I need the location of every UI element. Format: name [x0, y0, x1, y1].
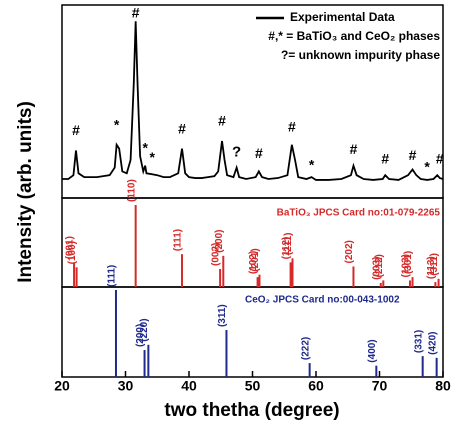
peak-marker: # [72, 122, 80, 138]
hkl-label: (103) [401, 254, 412, 277]
hkl-label: (211) [283, 233, 294, 256]
hkl-label: (112) [281, 237, 292, 260]
peak-marker: # [381, 151, 389, 167]
y-axis-label: Intensity (arb. units) [15, 101, 36, 283]
x-tick-label: 30 [118, 378, 134, 394]
peak-marker: * [114, 117, 120, 133]
legend-note: ?= unknown impurity phase [281, 48, 440, 62]
x-tick-label: 50 [245, 378, 261, 394]
peak-marker: * [142, 139, 148, 155]
hkl-label: (222) [300, 337, 311, 360]
x-tick-label: 80 [435, 378, 451, 394]
x-tick-label: 40 [181, 378, 197, 394]
hkl-label: (311) [429, 253, 440, 276]
hkl-label: (201) [250, 248, 261, 271]
x-tick-label: 70 [372, 378, 388, 394]
hkl-label: (002) [211, 243, 222, 266]
data-line [62, 21, 444, 181]
peak-marker: # [178, 120, 186, 136]
hkl-label: (311) [217, 304, 228, 327]
peak-marker: # [255, 145, 263, 161]
hkl-label: (113) [426, 256, 437, 279]
legend-note: #,* = BaTiO₃ and CeO₂ phases [268, 29, 440, 43]
x-tick-label: 20 [54, 378, 70, 394]
hkl-label: (301) [403, 251, 414, 274]
hkl-label: (202) [344, 240, 355, 263]
hkl-label: (110) [126, 179, 137, 202]
peak-marker: # [288, 118, 296, 134]
hkl-label: (420) [427, 332, 438, 355]
hkl-label: (331) [413, 330, 424, 353]
peak-marker: ? [232, 143, 241, 160]
card-title: BaTiO₃ JPCS Card no:01-079-2265 [277, 208, 441, 219]
peak-marker: # [132, 4, 140, 20]
x-axis-label: two thetha (degree) [164, 400, 339, 421]
card-title: CeO₂ JPCS Card no:00-043-1002 [245, 295, 400, 306]
peak-marker: * [309, 156, 315, 172]
peak-marker: # [409, 147, 417, 163]
hkl-label: (111) [107, 265, 118, 287]
hkl-label: (102) [248, 251, 259, 274]
peak-marker: * [424, 158, 430, 174]
hkl-label: (003) [371, 257, 382, 280]
hkl-label: (212) [374, 254, 385, 277]
x-tick-label: 60 [308, 378, 324, 394]
hkl-label: (200) [214, 229, 225, 252]
hkl-label: (100) [67, 241, 78, 264]
hkl-label: (400) [367, 339, 378, 362]
hkl-label: (111) [173, 229, 184, 251]
hkl-label: (220) [139, 318, 150, 341]
peak-marker: # [436, 151, 444, 167]
hkl-label: (200) [135, 324, 146, 347]
peak-marker: # [350, 141, 358, 157]
peak-marker: * [149, 149, 155, 165]
hkl-label: (001) [65, 236, 76, 259]
peak-marker: # [218, 113, 226, 129]
legend-label: Experimental Data [290, 10, 395, 24]
